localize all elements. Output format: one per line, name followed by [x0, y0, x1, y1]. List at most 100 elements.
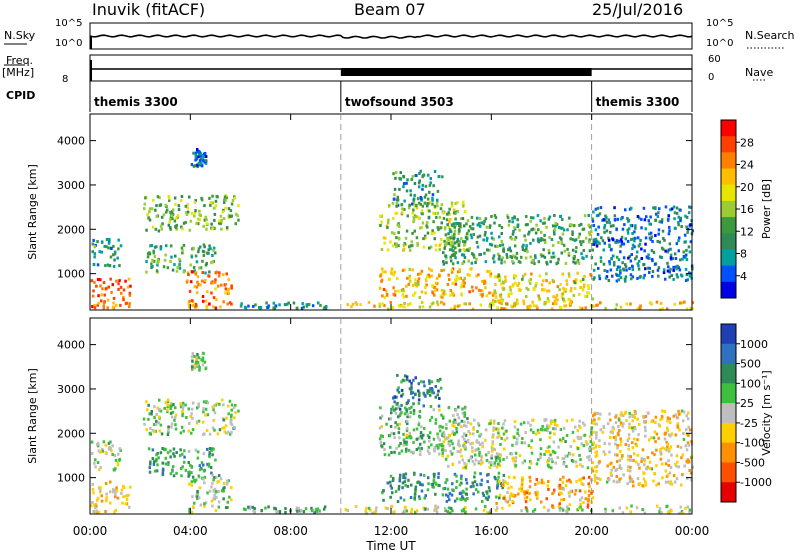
heatmap-cell: [536, 306, 539, 310]
heatmap-cell: [145, 228, 148, 232]
heatmap-cell: [96, 303, 99, 307]
heatmap-cell: [418, 296, 421, 299]
heatmap-cell: [440, 443, 444, 447]
heatmap-cell: [573, 224, 576, 228]
heatmap-cell: [180, 199, 183, 202]
heatmap-cell: [151, 225, 155, 229]
heatmap-cell: [518, 487, 521, 491]
heatmap-cell: [496, 486, 499, 490]
heatmap-cell: [104, 451, 108, 455]
heatmap-cell: [675, 477, 679, 481]
heatmap-cell: [228, 432, 232, 436]
heatmap-cell: [508, 285, 512, 289]
heatmap-cell: [404, 505, 407, 509]
heatmap-cell: [642, 263, 645, 266]
heatmap-cell: [249, 505, 253, 509]
heatmap-cell: [652, 206, 655, 210]
heatmap-cell: [624, 265, 628, 269]
heatmap-cell: [500, 282, 503, 286]
heatmap-cell: [453, 232, 456, 236]
heatmap-cell: [165, 244, 168, 248]
heatmap-cell: [565, 419, 569, 423]
heatmap-cell: [603, 226, 606, 230]
heatmap-cell: [685, 273, 689, 277]
heatmap-cell: [546, 446, 549, 450]
heatmap-cell: [578, 506, 581, 510]
heatmap-cell: [150, 410, 153, 413]
heatmap-cell: [147, 403, 150, 407]
heatmap-cell: [491, 447, 494, 451]
heatmap-cell: [568, 302, 572, 306]
heatmap-cell: [675, 267, 678, 271]
heatmap-cell: [642, 471, 645, 475]
heatmap-cell: [650, 235, 654, 239]
heatmap-cell: [636, 453, 640, 457]
heatmap-cell: [464, 302, 467, 306]
heatmap-cell: [590, 466, 594, 470]
heatmap-cell: [543, 221, 546, 225]
heatmap-cell: [664, 462, 668, 466]
heatmap-cell: [643, 273, 646, 277]
heatmap-cell: [190, 431, 193, 435]
heatmap-cell: [462, 253, 466, 257]
heatmap-cell: [537, 228, 540, 232]
heatmap-cell: [147, 417, 150, 421]
heatmap-cell: [92, 289, 95, 293]
heatmap-cell: [424, 494, 427, 498]
heatmap-cell: [406, 412, 409, 416]
heatmap-cell: [386, 481, 389, 485]
heatmap-cell: [638, 242, 642, 246]
heatmap-cell: [481, 461, 484, 464]
heatmap-cell: [273, 506, 276, 510]
heatmap-cell: [567, 297, 570, 301]
heatmap-cell: [631, 441, 634, 445]
heatmap-cell: [432, 408, 435, 412]
heatmap-cell: [423, 384, 426, 388]
heatmap-cell: [495, 452, 499, 456]
heatmap-cell: [554, 427, 557, 431]
heatmap-cell: [454, 201, 457, 205]
heatmap-cell: [114, 495, 117, 499]
heatmap-cell: [558, 438, 562, 442]
heatmap-cell: [91, 250, 94, 254]
heatmap-cell: [514, 456, 518, 460]
heatmap-cell: [204, 367, 207, 371]
heatmap-cell: [480, 454, 483, 458]
heatmap-cell: [657, 211, 660, 215]
heatmap-cell: [211, 504, 214, 508]
heatmap-cell: [607, 236, 610, 240]
heatmap-cell: [601, 430, 605, 434]
heatmap-cell: [566, 454, 569, 458]
heatmap-cell: [106, 306, 109, 310]
heatmap-cell: [579, 286, 582, 289]
heatmap-cell: [160, 227, 163, 231]
heatmap-cell: [568, 491, 571, 495]
heatmap-cell: [95, 284, 98, 288]
heatmap-cell: [202, 477, 205, 481]
heatmap-cell: [234, 212, 238, 216]
heatmap-cell: [226, 500, 229, 504]
heatmap-cell: [170, 214, 174, 218]
heatmap-cell: [452, 420, 455, 424]
heatmap-cell: [500, 258, 503, 262]
heatmap-cell: [224, 198, 227, 202]
heatmap-cell: [553, 232, 556, 236]
heatmap-cell: [691, 465, 694, 469]
heatmap-cell: [229, 419, 233, 423]
heatmap-cell: [222, 217, 226, 221]
heatmap-cell: [615, 413, 618, 417]
heatmap-cell: [392, 396, 395, 400]
heatmap-cell: [435, 482, 438, 486]
heatmap-cell: [460, 419, 464, 423]
heatmap-cell: [195, 303, 198, 307]
heatmap-cell: [424, 507, 427, 511]
heatmap-cell: [217, 500, 221, 504]
heatmap-cell: [510, 304, 513, 308]
heatmap-cell: [379, 440, 382, 444]
heatmap-cell: [455, 497, 459, 501]
heatmap-cell: [219, 477, 223, 481]
heatmap-cell: [93, 280, 96, 284]
heatmap-cell: [211, 201, 214, 205]
heatmap-cell: [237, 409, 240, 413]
heatmap-cell: [493, 214, 497, 217]
